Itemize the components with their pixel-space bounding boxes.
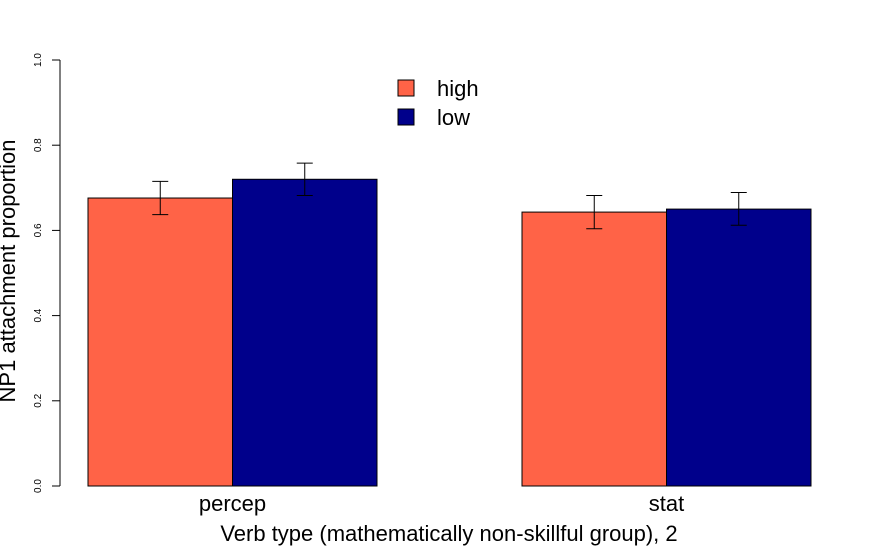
y-tick-label: 0.4 <box>33 308 44 322</box>
x-tick-labels: percep stat <box>199 491 684 516</box>
bars <box>87 178 812 487</box>
error-bars <box>152 162 747 230</box>
x-axis-title: Verb type (mathematically non-skillful g… <box>220 521 677 546</box>
legend-swatch-low <box>397 108 415 126</box>
legend: high low <box>397 76 479 130</box>
bar-percep-low <box>232 178 378 487</box>
error-bar-stat-high <box>586 194 603 230</box>
legend-swatch-high <box>397 79 415 97</box>
legend-label-high: high <box>437 76 479 101</box>
x-tick-label-stat: stat <box>649 491 684 516</box>
x-tick-label-percep: percep <box>199 491 266 516</box>
bar-stat-low <box>666 208 812 487</box>
y-axis-title: NP1 attachment proportion <box>0 140 20 403</box>
bar-stat-high <box>521 211 667 487</box>
legend-label-low: low <box>437 105 470 130</box>
y-tick-label: 0.2 <box>33 393 44 407</box>
error-bar-stat-low <box>730 191 747 226</box>
bar-percep-high <box>87 197 233 487</box>
error-bar-percep-low <box>296 162 313 196</box>
y-tick-label: 1.0 <box>33 53 44 67</box>
error-bar-percep-high <box>152 180 169 216</box>
y-tick-label: 0.0 <box>33 479 44 493</box>
y-tick-label: 0.8 <box>33 138 44 152</box>
y-axis: 0.0 0.2 0.4 0.6 0.8 1.0 <box>33 53 61 493</box>
y-tick-label: 0.6 <box>33 223 44 237</box>
y-ticks: 0.0 0.2 0.4 0.6 0.8 1.0 <box>33 53 60 493</box>
